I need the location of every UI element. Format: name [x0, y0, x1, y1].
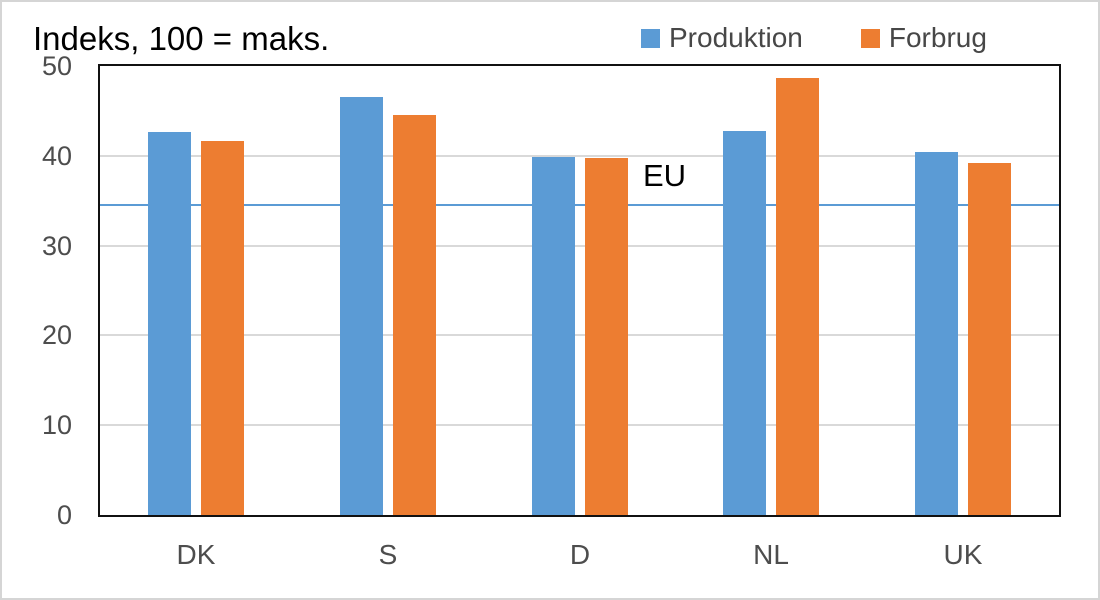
bar-forbrug-dk: [201, 141, 244, 515]
x-axis-label-nl: NL: [753, 539, 789, 570]
x-axis-label-d: D: [569, 539, 591, 570]
legend-label-forbrug: Forbrug: [888, 22, 987, 53]
x-axis-label-s: S: [378, 539, 398, 570]
bar-produktion-nl: [723, 131, 766, 515]
bar-produktion-d: [532, 157, 575, 515]
legend: Produktion Forbrug: [641, 22, 987, 54]
bar-forbrug-s: [393, 115, 436, 515]
bar-forbrug-uk: [968, 163, 1011, 515]
legend-item-produktion: Produktion: [641, 22, 803, 54]
forbrug-swatch-icon: [860, 28, 880, 48]
chart-title: Indeks, 100 = maks.: [33, 20, 330, 57]
gridline-10: [100, 424, 1059, 426]
y-axis-label-50: 50: [41, 51, 72, 81]
produktion-swatch-icon: [641, 28, 660, 48]
y-axis-label-20: 20: [41, 320, 72, 350]
bar-produktion-dk: [148, 132, 191, 515]
bar-produktion-s: [340, 97, 383, 515]
bar-forbrug-d: [585, 158, 628, 515]
y-axis-label-30: 30: [41, 231, 72, 261]
y-axis-label-0: 0: [56, 500, 72, 530]
eu-reference-line: [100, 204, 1059, 206]
plot-area: EU: [98, 64, 1061, 517]
y-axis-label-10: 10: [41, 410, 72, 440]
bar-forbrug-nl: [776, 78, 819, 515]
bar-produktion-uk: [915, 152, 958, 515]
gridline-30: [100, 245, 1059, 247]
eu-line-label: EU: [643, 158, 687, 193]
legend-label-produktion: Produktion: [669, 22, 803, 53]
gridline-40: [100, 155, 1059, 157]
y-axis-label-40: 40: [41, 141, 72, 171]
x-axis-label-dk: DK: [176, 539, 216, 570]
legend-item-forbrug: Forbrug: [860, 22, 987, 54]
gridline-20: [100, 334, 1059, 336]
x-axis-label-uk: UK: [943, 539, 983, 570]
